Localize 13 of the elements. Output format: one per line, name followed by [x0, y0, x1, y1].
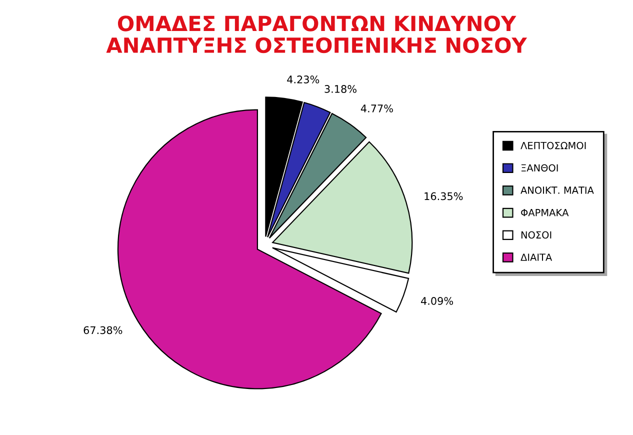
data-label: 3.18%	[324, 85, 356, 93]
legend-label: ΑΝΟΙΚΤ. ΜΑΤΙΑ	[520, 186, 594, 194]
legend-label: ΞΑΝΘΟΙ	[521, 164, 558, 172]
data-label: 4.23%	[287, 76, 320, 84]
legend-label: ΔΙΑΙΤΑ	[520, 254, 552, 261]
data-label: 4.77%	[360, 104, 393, 112]
chart-title: ΟΜΑΔΕΣ ΠΑΡΑΓΟΝΤΩΝ ΚΙΝΔΥΝΟΥ ΑΝΑΠΤΥΞΗΣ ΟΣΤΕΟΠΕΝΙΚΗΣ ΝΟΣΟΥ	[106, 16, 528, 54]
data-label: 4.09%	[421, 297, 454, 305]
legend-label: ΛΕΠΤΟΣΩΜΟΙ	[520, 142, 586, 150]
data-label: 16.35%	[424, 192, 463, 200]
data-label: 67.38%	[84, 326, 122, 334]
legend-label: ΦΑΡΜΑΚΑ	[521, 209, 569, 216]
legend-label: ΝΟΣΟΙ	[521, 231, 552, 239]
